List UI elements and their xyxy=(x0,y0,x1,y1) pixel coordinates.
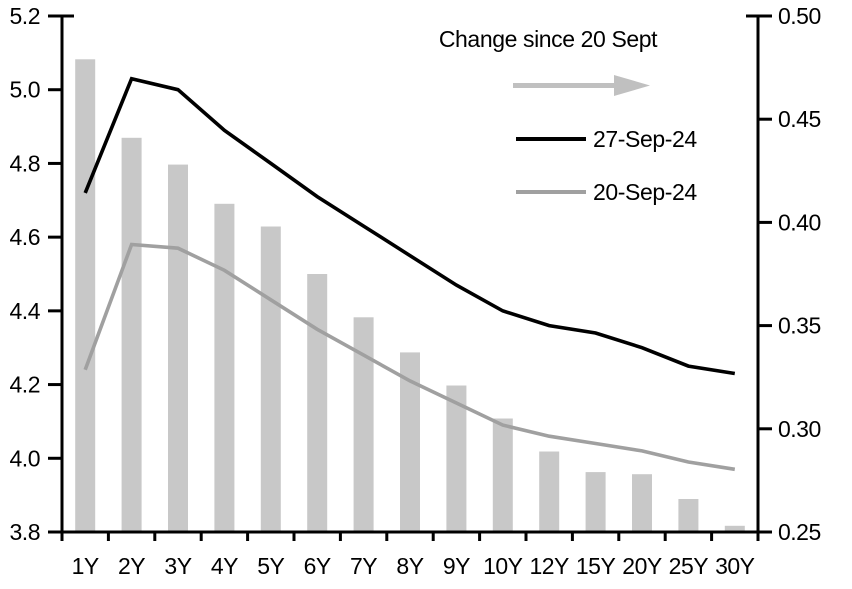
x-axis-label-30Y: 30Y xyxy=(715,553,755,579)
series-line-27-Sep-24 xyxy=(83,76,736,376)
left-axis-label: 5.2 xyxy=(10,3,40,29)
x-axis-label-2Y: 2Y xyxy=(118,553,145,579)
change-bar-20Y xyxy=(632,474,652,532)
x-axis-label-25Y: 25Y xyxy=(669,553,709,579)
right-axis-label: 0.45 xyxy=(778,106,821,132)
left-axis-label: 4.8 xyxy=(10,150,40,176)
change-bar-6Y xyxy=(307,274,328,532)
x-axis-label-4Y: 4Y xyxy=(211,553,238,579)
x-axis-label-8Y: 8Y xyxy=(396,553,423,579)
x-axis-label-10Y: 10Y xyxy=(483,553,523,579)
x-axis-label-15Y: 15Y xyxy=(576,553,616,579)
change-bar-7Y xyxy=(353,317,374,532)
x-axis-label-1Y: 1Y xyxy=(72,553,99,579)
x-axis-label-3Y: 3Y xyxy=(164,553,191,579)
x-axis-label-9Y: 9Y xyxy=(443,553,470,579)
right-axis-label: 0.30 xyxy=(778,416,821,442)
x-axis-label-20Y: 20Y xyxy=(622,553,662,579)
change-bar-5Y xyxy=(260,226,281,532)
right-axis-label: 0.25 xyxy=(778,519,821,545)
right-axis-label: 0.50 xyxy=(778,3,821,29)
change-bar-8Y xyxy=(400,352,420,532)
x-axis-label-7Y: 7Y xyxy=(350,553,377,579)
right-axis-label: 0.40 xyxy=(778,209,821,235)
change-bar-25Y xyxy=(678,499,699,532)
left-axis-label: 4.6 xyxy=(10,224,40,250)
right-axis-label: 0.35 xyxy=(778,313,821,339)
left-axis-label: 4.4 xyxy=(10,298,41,324)
x-axis-label-6Y: 6Y xyxy=(304,553,331,579)
left-axis-label: 4.0 xyxy=(10,445,40,471)
x-axis-label-12Y: 12Y xyxy=(529,553,569,579)
change-bar-2Y xyxy=(121,137,142,533)
change-bar-12Y xyxy=(539,451,560,532)
left-axis-label: 4.2 xyxy=(10,372,40,398)
x-axis-label-5Y: 5Y xyxy=(257,553,284,579)
change-bar-30Y xyxy=(724,525,745,532)
left-axis-label: 5.0 xyxy=(10,77,40,103)
change-bar-4Y xyxy=(214,203,235,533)
series-line-20-Sep-24 xyxy=(83,242,736,472)
change-bar-15Y xyxy=(585,472,606,532)
change-bar-10Y xyxy=(492,418,513,532)
change-bar-1Y xyxy=(75,59,96,533)
change-bar-3Y xyxy=(168,164,188,532)
change-bar-9Y xyxy=(446,385,467,532)
left-axis-label: 3.8 xyxy=(10,519,40,545)
